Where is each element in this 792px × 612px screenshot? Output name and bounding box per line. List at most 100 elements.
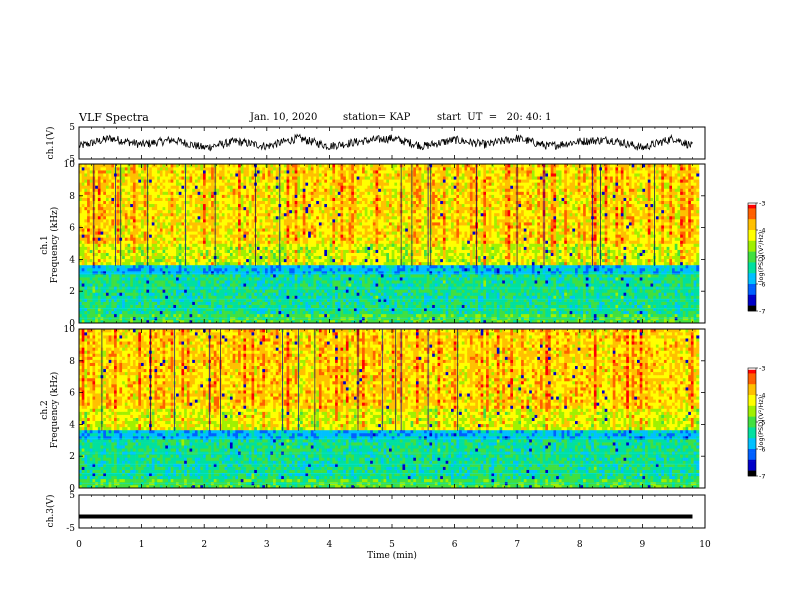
spectrogram-cell [144, 201, 147, 204]
spectrogram-cell [173, 292, 176, 295]
spectrogram-cell [168, 188, 171, 191]
spectrogram-cell [109, 256, 112, 259]
spectrogram-cell [144, 185, 147, 188]
spectrogram-cell [82, 317, 85, 320]
spectrogram-cell [122, 280, 125, 283]
spectrogram-cell [98, 247, 101, 250]
spectrogram-cell [152, 292, 155, 295]
spectrogram-cell [152, 192, 155, 195]
spectrogram-cell [82, 262, 85, 265]
spectrogram-cell [157, 274, 160, 277]
spectrogram-cell [98, 295, 101, 298]
spectrogram-cell [173, 170, 176, 173]
spectrogram-cell [84, 195, 87, 198]
spectrogram-cell [168, 240, 171, 243]
spectrogram-cell [117, 228, 120, 231]
spectrogram-cell [90, 244, 93, 247]
spectrogram-cell [133, 283, 136, 286]
spectrogram-cell [101, 295, 104, 298]
spectrogram-cell [149, 167, 152, 170]
spectrogram-cell [106, 198, 109, 201]
spectrogram-cell [136, 253, 139, 256]
spectrogram-cell [84, 173, 87, 176]
spectrogram-cell [109, 167, 112, 170]
spectrogram-cell [152, 283, 155, 286]
spectrogram-cell [173, 201, 176, 204]
spectrogram-cell [163, 292, 166, 295]
spectrogram-cell [144, 283, 147, 286]
spectrogram-cell [149, 317, 152, 320]
spectrogram-cell [111, 262, 114, 265]
spectrogram-cell [171, 283, 174, 286]
spectrogram-cell [173, 198, 176, 201]
spectrogram-cell [138, 292, 141, 295]
spectrogram-cell [92, 311, 95, 314]
spectrogram-cell [95, 283, 98, 286]
spectrogram-cell [165, 277, 168, 280]
spectrogram-cell [98, 274, 101, 277]
spectrogram-cell [141, 256, 144, 259]
spectrogram-cell [138, 308, 141, 311]
spectrogram-cell [128, 179, 131, 182]
spectrogram-cell [128, 173, 131, 176]
spectrogram-cell [111, 247, 114, 250]
spectrogram-cell [163, 182, 166, 185]
spectrogram-cell [101, 201, 104, 204]
spectrogram-cell [130, 188, 133, 191]
spectrogram-cell [138, 289, 141, 292]
spectrogram-cell [84, 225, 87, 228]
spectrogram-cell [98, 164, 101, 167]
spectrogram-cell [122, 250, 125, 253]
spectrogram-cell [163, 280, 166, 283]
spectrogram-cell [133, 170, 136, 173]
spectrogram-cell [157, 228, 160, 231]
spectrogram-cell [149, 292, 152, 295]
spectrogram-cell [122, 176, 125, 179]
spectrogram-cell [165, 283, 168, 286]
spectrogram-cell [138, 314, 141, 317]
spectrogram-cell [125, 231, 128, 234]
spectrogram-cell [98, 308, 101, 311]
spectrogram-cell [138, 225, 141, 228]
spectrogram-cell [144, 176, 147, 179]
spectrogram-cell [111, 170, 114, 173]
spectrogram-cell [136, 308, 139, 311]
spectrogram-cell [141, 182, 144, 185]
spectrogram-cell [87, 201, 90, 204]
spectrogram-cell [82, 311, 85, 314]
spectrogram-cell [82, 280, 85, 283]
spectrogram-cell [171, 237, 174, 240]
spectrogram-cell [141, 292, 144, 295]
spectrogram-cell [106, 250, 109, 253]
spectrogram-cell [98, 222, 101, 225]
spectrogram-cell [154, 176, 157, 179]
spectrogram-cell [163, 256, 166, 259]
ch1-waveform-frame [79, 127, 705, 159]
spectrogram-cell [92, 295, 95, 298]
spectrogram-cell [109, 222, 112, 225]
spectrogram-cell [98, 225, 101, 228]
spectrogram-cell [109, 308, 112, 311]
spectrogram-cell [130, 295, 133, 298]
spectrogram-cell [149, 231, 152, 234]
spectrogram-cell [103, 302, 106, 305]
spectrogram-cell [122, 185, 125, 188]
spectrogram-cell [109, 302, 112, 305]
spectrogram-cell [163, 167, 166, 170]
spectrogram-cell [117, 182, 120, 185]
spectrogram-cell [84, 198, 87, 201]
spectrogram-cell [171, 268, 174, 271]
spectrogram-cell [165, 188, 168, 191]
spectrogram-cell [163, 244, 166, 247]
spectrogram-cell [82, 274, 85, 277]
spectrogram-cell [173, 247, 176, 250]
spectrogram-cell [101, 253, 104, 256]
spectrogram-cell [157, 204, 160, 207]
spectrogram-cell [84, 167, 87, 170]
spectrogram-cell [149, 237, 152, 240]
spectrogram-cell [98, 244, 101, 247]
spectrogram-cell [84, 302, 87, 305]
spectrogram-cell [128, 305, 131, 308]
spectrogram-cell [136, 198, 139, 201]
spectrogram-cell [87, 207, 90, 210]
